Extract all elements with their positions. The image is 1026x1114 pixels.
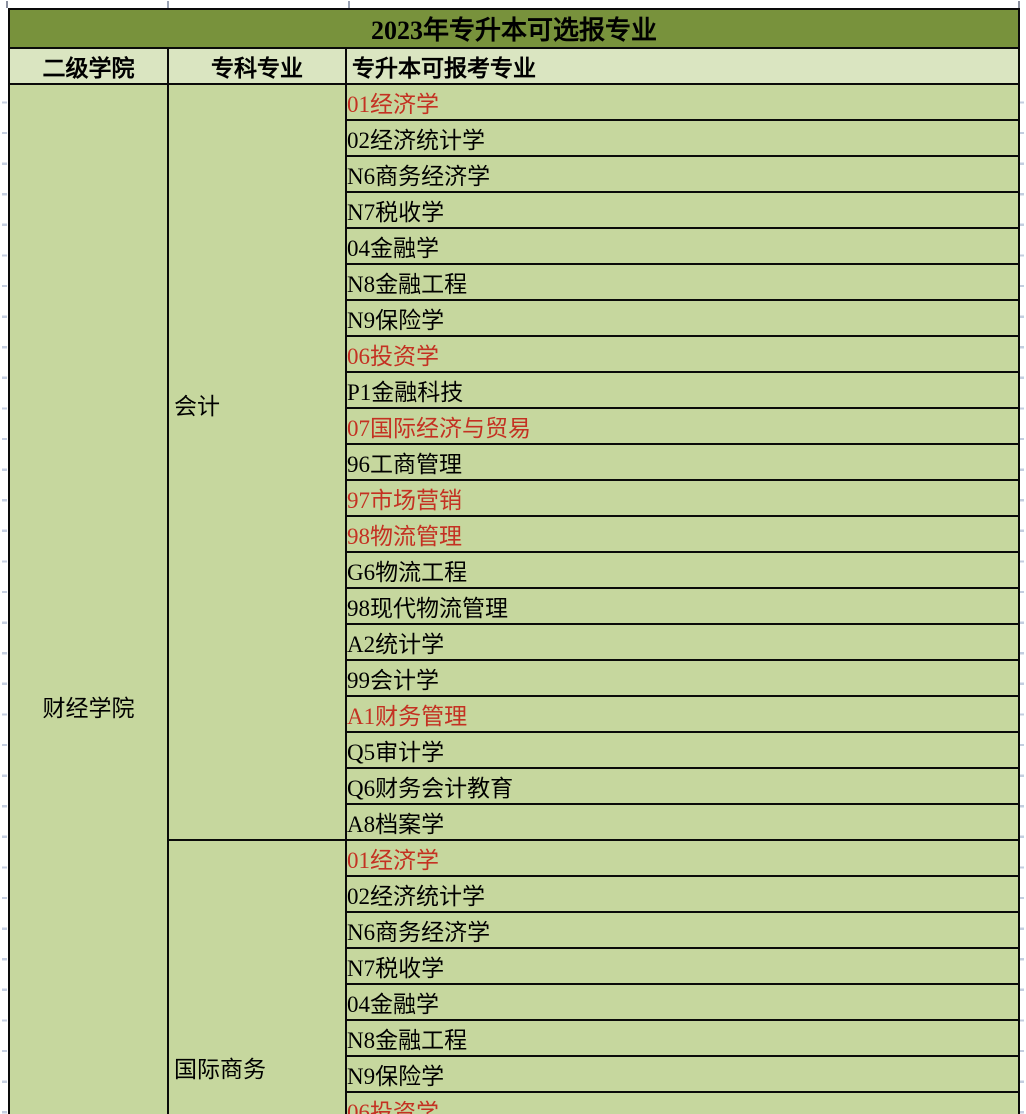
table-row: 98物流管理: [9, 515, 1021, 553]
table-row: 99会计学: [9, 659, 1021, 697]
option-cell: N9保险学: [344, 299, 1021, 337]
option-cell: 04金融学: [344, 227, 1021, 265]
option-cell: G6物流工程: [344, 551, 1021, 589]
option-cell: A1财务管理: [344, 695, 1021, 733]
gridline-tick: [348, 1, 350, 8]
option-cell: A2统计学: [344, 623, 1021, 661]
column-header-college: 二级学院: [8, 47, 169, 85]
gridline-stubs-right: [1019, 73, 1024, 1114]
gridline-tick: [1018, 1, 1020, 8]
option-cell: N9保险学: [344, 1055, 1021, 1093]
option-cell: 02经济统计学: [344, 119, 1021, 157]
table-row: 96工商管理: [9, 443, 1021, 481]
table-row: Q6财务会计教育: [9, 767, 1021, 805]
column-header-options: 专升本可报考专业: [344, 47, 1021, 85]
table-row: 02经济统计学: [9, 119, 1021, 157]
table-row: 97市场营销: [9, 479, 1021, 517]
major-cell: 国际商务: [167, 839, 347, 1114]
header-row: 二级学院 专科专业 专升本可报考专业: [8, 47, 1021, 85]
major-cell: 会计: [167, 83, 347, 841]
option-cell: 06投资学: [344, 335, 1021, 373]
table-row: 07国际经济与贸易: [9, 407, 1021, 445]
option-cell: N6商务经济学: [344, 155, 1021, 193]
table-row: 06投资学: [9, 1091, 1021, 1114]
table-row: A1财务管理: [9, 695, 1021, 733]
option-cell: 02经济统计学: [344, 875, 1021, 913]
table-row: 财经学院 会计 01经济学: [8, 83, 1021, 1114]
college-cell: 财经学院: [8, 83, 169, 1114]
option-cell: N8金融工程: [344, 1019, 1021, 1057]
college-label: 财经学院: [42, 696, 135, 721]
table-row: N6商务经济学: [9, 155, 1021, 193]
option-cell: Q5审计学: [344, 731, 1021, 769]
table-row: A2统计学: [9, 623, 1021, 661]
table-row: 04金融学: [9, 983, 1021, 1021]
option-cell: 01经济学: [344, 839, 1021, 877]
option-cell: P1金融科技: [344, 371, 1021, 409]
gridline-tick: [6, 1, 8, 8]
option-cell: N7税收学: [344, 947, 1021, 985]
table-row: N7税收学: [9, 947, 1021, 985]
table-row: Q5审计学: [9, 731, 1021, 769]
option-cell: N6商务经济学: [344, 911, 1021, 949]
table-row: N6商务经济学: [9, 911, 1021, 949]
table-row: N9保险学: [9, 299, 1021, 337]
title-row: 2023年专升本可选报专业: [7, 8, 1021, 49]
table-row: 06投资学: [9, 335, 1021, 373]
option-cell: 98物流管理: [344, 515, 1021, 553]
column-header-major: 专科专业: [167, 47, 347, 85]
gridline-stubs-left: [2, 73, 7, 1114]
table-row: 98现代物流管理: [9, 587, 1021, 625]
table-row: N9保险学: [9, 1055, 1021, 1093]
option-cell: 96工商管理: [344, 443, 1021, 481]
option-cell: 98现代物流管理: [344, 587, 1021, 625]
option-cell: 04金融学: [344, 983, 1021, 1021]
gridline-tick: [167, 1, 169, 8]
major-label: 会计: [174, 394, 220, 419]
option-cell: Q6财务会计教育: [344, 767, 1021, 805]
table-row: P1金融科技: [9, 371, 1021, 409]
table-row: 国际商务 01经济学: [9, 839, 1021, 1114]
table-row: G6物流工程: [9, 551, 1021, 589]
option-cell: 07国际经济与贸易: [344, 407, 1021, 445]
table-row: 02经济统计学: [9, 875, 1021, 913]
table-row: A8档案学: [9, 803, 1021, 841]
major-label: 国际商务: [174, 1057, 266, 1082]
majors-table: 2023年专升本可选报专业 二级学院 专科专业 专升本可报考专业 财经学院 会计 0…: [7, 8, 1021, 1114]
table-row: N8金融工程: [9, 1019, 1021, 1057]
option-cell: 06投资学: [344, 1091, 1021, 1114]
table-body: 财经学院 会计 01经济学 02经济统计学 N6商务经济学 N7税收学 04金融学 N8金融工…: [8, 83, 1021, 1114]
table-row: 04金融学: [9, 227, 1021, 265]
option-cell: N8金融工程: [344, 263, 1021, 301]
option-cell: N7税收学: [344, 191, 1021, 229]
table-title: 2023年专升本可选报专业: [7, 8, 1021, 49]
table-row: N8金融工程: [9, 263, 1021, 301]
option-cell: 99会计学: [344, 659, 1021, 697]
option-cell: A8档案学: [344, 803, 1021, 841]
option-cell: 97市场营销: [344, 479, 1021, 517]
table-row: N7税收学: [9, 191, 1021, 229]
option-cell: 01经济学: [344, 83, 1021, 121]
